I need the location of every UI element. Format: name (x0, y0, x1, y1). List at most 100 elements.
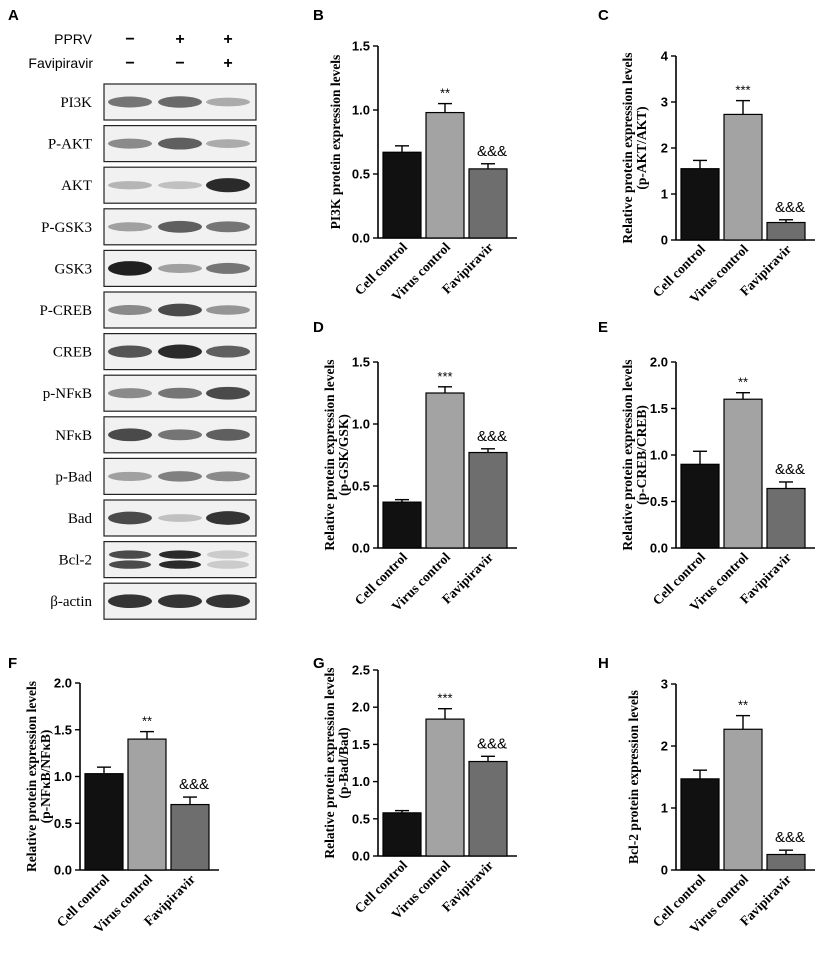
panel-letter: E (598, 319, 608, 336)
bar (766, 853, 806, 871)
protein-band (108, 138, 152, 149)
y-tick-label: 1 (661, 801, 668, 816)
y-tick-label: 0 (661, 233, 668, 248)
y-axis-subtitle: (p-CREB/CREB) (634, 405, 649, 505)
protein-band (108, 304, 152, 316)
bar (468, 760, 508, 857)
protein-band (206, 262, 250, 274)
bar (425, 111, 465, 239)
y-tick-label: 1.0 (352, 774, 370, 789)
bar (425, 718, 465, 857)
protein-band (108, 594, 152, 609)
protein-band (158, 594, 202, 609)
y-tick-label: 2.0 (352, 700, 370, 715)
panel-letter: G (313, 655, 325, 672)
bar-chart-d: D 0.0 0.5 1.0 1.5 Relative protein expression… (313, 319, 517, 614)
bar (680, 463, 720, 549)
protein-band (206, 345, 250, 358)
panel-letter: C (598, 7, 609, 24)
significance-annotation: ** (142, 714, 152, 729)
y-axis-title: Relative protein expression levels (620, 52, 635, 243)
y-tick-label: 1.5 (352, 355, 370, 370)
protein-band (108, 511, 152, 525)
protein-band (206, 386, 250, 400)
significance-annotation: &&& (775, 461, 805, 478)
protein-band (158, 181, 202, 190)
treatment-sign: − (125, 55, 134, 72)
protein-band (206, 97, 250, 107)
y-axis-title: Relative protein expression levels (322, 359, 337, 550)
protein-label: CREB (53, 345, 92, 361)
bar (170, 803, 210, 871)
y-axis-title: Relative protein expression levels (24, 681, 39, 872)
significance-annotation: &&& (477, 143, 507, 160)
bar (425, 392, 465, 549)
protein-band-lower (109, 560, 151, 569)
blot-strip: PI3K (60, 83, 257, 121)
protein-band (108, 222, 152, 232)
protein-band (158, 220, 202, 233)
protein-band (158, 303, 202, 317)
y-tick-label: 3 (661, 677, 668, 692)
protein-band (158, 387, 202, 399)
bar (766, 487, 806, 549)
protein-label: β-actin (50, 594, 92, 610)
blot-strip: P-GSK3 (41, 208, 257, 246)
blot-strip: β-actin (50, 582, 257, 620)
protein-label: AKT (61, 178, 92, 194)
y-tick-label: 0.5 (650, 494, 668, 509)
protein-band (108, 388, 152, 399)
protein-label: Bad (68, 511, 93, 527)
y-tick-label: 1.0 (352, 103, 370, 118)
y-tick-label: 0.5 (352, 479, 370, 494)
y-tick-label: 0.0 (650, 541, 668, 556)
protein-band (206, 305, 250, 315)
significance-annotation: &&& (775, 829, 805, 846)
panel-letter: H (598, 655, 609, 672)
protein-band (206, 471, 250, 482)
treatment-sign: − (175, 55, 184, 72)
bar (766, 221, 806, 241)
bar (84, 773, 124, 871)
bar-chart-f: F 0.0 0.5 1.0 1.5 2.0 Relative protein express… (8, 655, 219, 936)
treatment-label: PPRV (54, 31, 93, 47)
protein-label: P-AKT (48, 137, 92, 153)
panel-letter: B (313, 7, 324, 24)
y-tick-label: 1 (661, 187, 668, 202)
panel-letter: F (8, 655, 17, 672)
y-tick-label: 1.0 (54, 769, 72, 784)
y-tick-label: 1.0 (352, 417, 370, 432)
protein-band (108, 345, 152, 358)
protein-band (158, 471, 202, 482)
protein-band (158, 263, 202, 273)
bar (468, 168, 508, 239)
protein-band-lower (207, 560, 249, 569)
blot-strip: Bcl-2 (59, 540, 257, 579)
protein-band (206, 511, 250, 525)
y-tick-label: 2.0 (54, 676, 72, 691)
protein-label: P-GSK3 (41, 220, 92, 236)
protein-band (158, 344, 202, 359)
bar (723, 398, 763, 549)
y-tick-label: 0.5 (352, 811, 370, 826)
protein-label: Bcl-2 (59, 553, 92, 569)
y-tick-label: 0.5 (352, 167, 370, 182)
bar-chart-b: B 0.0 0.5 1.0 1.5 PI3K protein expression lev… (313, 7, 517, 304)
protein-band-upper (109, 550, 151, 559)
treatment-sign: + (175, 31, 184, 48)
significance-annotation: &&& (477, 428, 507, 445)
significance-annotation: *** (437, 369, 452, 384)
protein-band (206, 428, 250, 441)
significance-annotation: ** (738, 698, 748, 713)
y-tick-label: 0 (661, 863, 668, 878)
protein-band-lower (159, 560, 201, 569)
significance-annotation: *** (735, 83, 750, 98)
blot-strip: p-Bad (55, 457, 257, 495)
significance-annotation: ** (738, 375, 748, 390)
protein-band (108, 471, 152, 481)
y-tick-label: 2.5 (352, 663, 370, 678)
bar (382, 501, 422, 549)
y-tick-label: 1.5 (352, 39, 370, 54)
protein-band (108, 181, 152, 190)
protein-band (206, 594, 250, 609)
